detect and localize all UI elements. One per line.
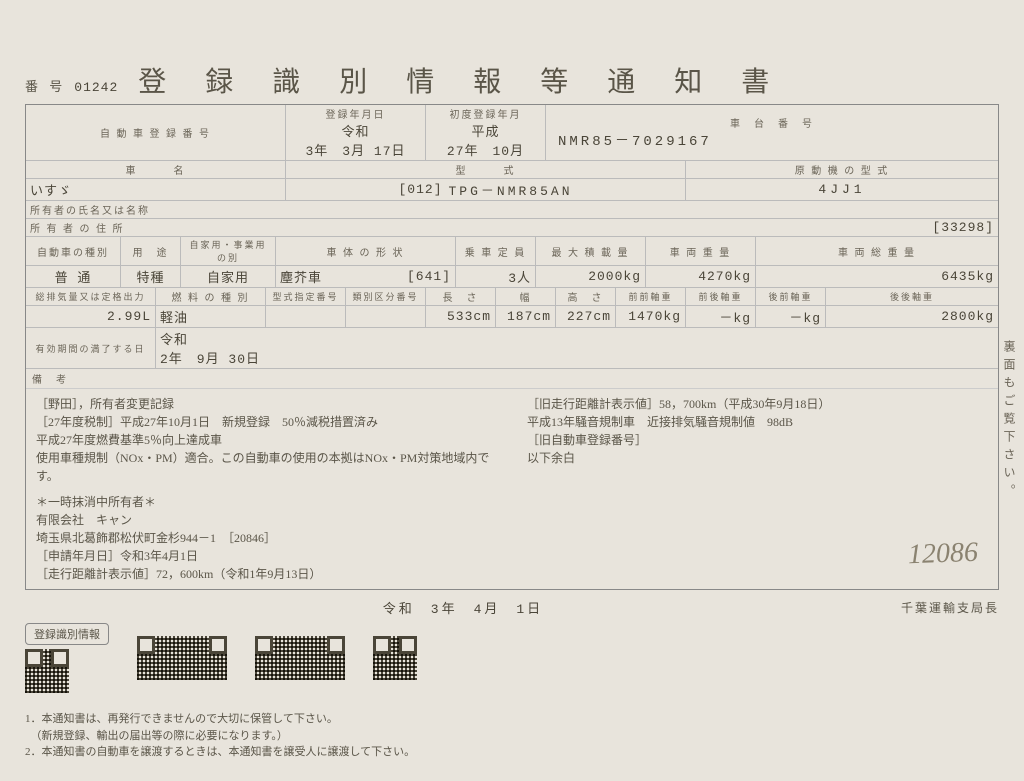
model-code: [012] (398, 182, 442, 197)
hdr-remarks: 備 考 (26, 369, 998, 389)
gwt: 6435kg (756, 266, 998, 287)
hdr-reg-date: 登録年月日 (290, 106, 421, 121)
hdr-owner-addr: 所 有 者 の 住 所 (30, 220, 125, 235)
raw: －kg (686, 306, 756, 327)
footnotes: 1．本通知書は、再発行できませんので大切に保管して下さい。 （新規登録、輸出の届… (25, 711, 999, 761)
hdr-disp: 総排気量又は定格出力 (26, 288, 156, 305)
qr-icon (25, 649, 69, 693)
hdr-code2: 類別区分番号 (346, 288, 426, 305)
issue-date: 令和 3年 4月 1日 (383, 598, 543, 617)
disp: 2.99L (26, 306, 156, 327)
hdr-fuel: 燃 料 の 種 別 (156, 288, 266, 305)
fuel: 軽油 (156, 306, 266, 327)
body: 塵芥車 (280, 267, 322, 286)
hdr-use: 用 途 (121, 237, 181, 265)
rem-l7: 埼玉県北葛飾郡松伏町金杉944－1 ［20846］ (36, 529, 497, 547)
hdr-body: 車 体 の 形 状 (276, 237, 456, 265)
rem-l1: ［野田］，所有者変更記録 (36, 395, 497, 413)
hdr-hgt: 高 さ (556, 288, 616, 305)
chassis-no: NMR85－7029167 (550, 130, 994, 150)
wid: 187cm (496, 306, 556, 327)
hdr-faw: 前前軸重 (616, 288, 686, 305)
hgt: 227cm (556, 306, 616, 327)
qr-icon (137, 636, 227, 680)
hdr-chassis: 車 台 番 号 (550, 115, 994, 130)
load: 2000kg (536, 266, 646, 287)
hdr-engine: 原 動 機 の 型 式 (690, 162, 994, 177)
hdr-raw: 前後軸重 (686, 288, 756, 305)
hdr-cap: 乗 車 定 員 (456, 237, 536, 265)
hdr-rrw: 後後軸重 (826, 288, 998, 305)
addr-code: [33298] (932, 220, 994, 235)
hdr-wt: 車 両 重 量 (646, 237, 756, 265)
qr-icon (373, 636, 417, 680)
type: 普 通 (26, 266, 121, 287)
qr-section: 登録識別情報 (25, 623, 999, 693)
hdr-first-reg: 初度登録年月 (430, 106, 541, 121)
note-2: 2．本通知書の自動車を譲渡するときは、本通知書を譲受人に譲渡して下さい。 (25, 744, 999, 761)
hdr-exp: 有効期間の満了する日 (30, 342, 151, 355)
exp-date: 2年 9月 30日 (160, 348, 994, 367)
rem-r4: 以下余白 (527, 449, 988, 467)
hdr-make: 車 名 (30, 162, 281, 177)
hdr-code1: 型式指定番号 (266, 288, 346, 305)
qr-icon (255, 636, 345, 680)
title-row: 番 号 01242 登 録 識 別 情 報 等 通 知 書 (25, 60, 999, 100)
rem-l4: 使用車種規制（NOx・PM）適合。この自動車の使用の本拠はNOx・PM対策地域内… (36, 449, 497, 485)
note-1b: （新規登録、輸出の届出等の際に必要になります。） (25, 728, 999, 745)
len: 533cm (426, 306, 496, 327)
hdr-reg-no: 自 動 車 登 録 番 号 (30, 125, 281, 140)
model: TPG－NMR85AN (449, 180, 573, 199)
first-reg-date: 27年 10月 (430, 140, 541, 159)
rfw: －kg (756, 306, 826, 327)
form-no-label: 番 号 (25, 76, 66, 95)
hdr-gwt: 車 両 総 重 量 (756, 237, 998, 265)
hdr-load: 最 大 積 載 量 (536, 237, 646, 265)
qr-label: 登録識別情報 (25, 623, 109, 645)
hdr-len: 長 さ (426, 288, 496, 305)
hdr-owner-name: 所有者の氏名又は名称 (30, 202, 994, 217)
rem-r2: 平成13年騒音規制車 近接排気騒音規制値 98dB (527, 413, 988, 431)
rem-l3: 平成27年度燃費基準5％向上達成車 (36, 431, 497, 449)
exp-era: 令和 (160, 333, 188, 348)
wt: 4270kg (646, 266, 756, 287)
rem-l2: ［27年度税制］平成27年10月1日 新規登録 50％減税措置済み (36, 413, 497, 431)
note-1: 1．本通知書は、再発行できませんので大切に保管して下さい。 (25, 711, 999, 728)
form-box: 自 動 車 登 録 番 号 登録年月日 令和 3年 3月 17日 初度登録年月 … (25, 104, 999, 590)
office: 千葉運輸支局長 (901, 599, 999, 616)
era-heisei: 平成 (471, 125, 499, 140)
make: いすゞ (30, 180, 281, 199)
rem-r3: ［旧自動車登録番号］ (527, 431, 988, 449)
use: 特種 (121, 266, 181, 287)
rem-l5: ＊一時抹消中所有者＊ (36, 493, 497, 511)
rem-l9: ［走行距離計表示値］72，600km（令和1年9月13日） (36, 565, 497, 583)
handwritten-no: 12086 (907, 532, 978, 576)
hdr-rfw: 後前軸重 (756, 288, 826, 305)
hdr-wid: 幅 (496, 288, 556, 305)
rem-l8: ［申請年月日］令和3年4月1日 (36, 547, 497, 565)
side-note: 裏面もご覧下さい。 (1001, 340, 1018, 502)
reg-date: 3年 3月 17日 (290, 140, 421, 159)
rem-l6: 有限会社 キャン (36, 511, 497, 529)
hdr-type: 自動車の種別 (26, 237, 121, 265)
body-code: [641] (407, 269, 451, 284)
cap: 3人 (456, 266, 536, 287)
hdr-priv: 自家用・事業用の別 (181, 237, 276, 265)
form-no: 01242 (74, 80, 118, 95)
rem-r1: ［旧走行距離計表示値］58，700km（平成30年9月18日） (527, 395, 988, 413)
hdr-model: 型 式 (290, 162, 681, 177)
faw: 1470kg (616, 306, 686, 327)
remarks-body: ［野田］，所有者変更記録 ［27年度税制］平成27年10月1日 新規登録 50％… (26, 389, 998, 589)
priv: 自家用 (181, 266, 276, 287)
rrw: 2800kg (826, 306, 998, 327)
footer-row: 令和 3年 4月 1日 千葉運輸支局長 (25, 598, 999, 617)
engine: 4JJ1 (690, 182, 994, 197)
era-reiwa: 令和 (341, 125, 369, 140)
main-title: 登 録 識 別 情 報 等 通 知 書 (138, 60, 785, 100)
